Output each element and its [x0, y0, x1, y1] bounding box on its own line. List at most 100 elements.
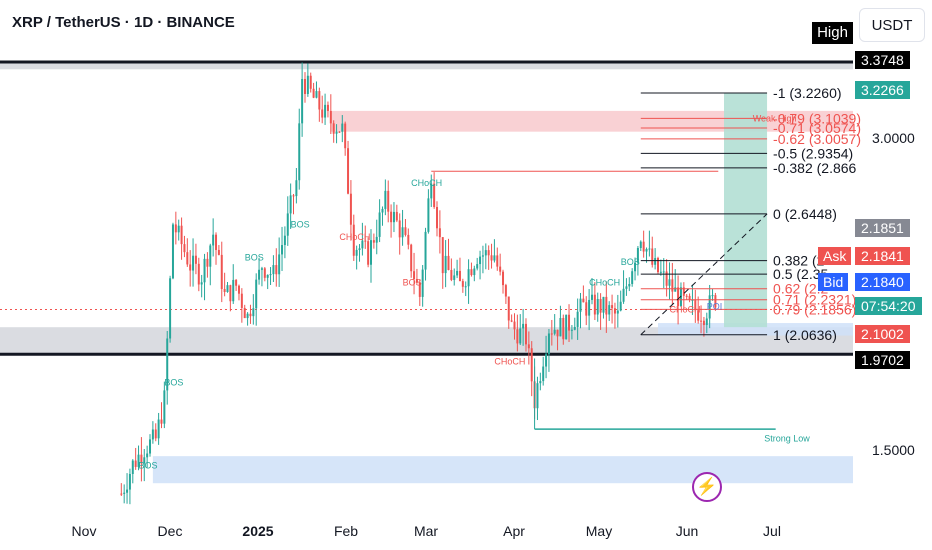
zone-range-0: [0, 62, 853, 70]
candle-body: [659, 271, 662, 273]
target-price-label: 3.2266: [855, 81, 910, 99]
candle-body: [134, 460, 137, 467]
candle-body: [553, 329, 556, 334]
candle-body: [490, 255, 493, 261]
candle-body: [407, 234, 410, 245]
candle-body: [464, 286, 467, 288]
candle-body: [634, 262, 637, 272]
annotation-poi-11: POI: [707, 302, 723, 312]
high-button[interactable]: High: [812, 22, 853, 44]
candle-body: [527, 344, 530, 349]
candle-body: [120, 493, 123, 495]
candle-body: [438, 228, 441, 238]
candle-body: [447, 255, 450, 270]
candle-body: [415, 279, 418, 283]
candle-body: [303, 78, 306, 94]
candle-body: [372, 240, 375, 243]
candle-body: [507, 296, 510, 321]
annotation-strong-low-13: Strong Low: [764, 434, 810, 444]
candle-body: [651, 248, 654, 265]
annotation-choch-7: CHoCH: [494, 357, 525, 367]
candle-body: [349, 193, 352, 225]
candle-body: [585, 302, 588, 316]
support-price-label: 1.9702: [855, 351, 910, 369]
candle-body: [444, 255, 447, 274]
candle-body: [456, 270, 459, 276]
symbol-title[interactable]: XRP / TetherUS · 1D · BINANCE: [12, 14, 235, 31]
bid-tag: Bid: [818, 273, 849, 291]
ask-tag: Ask: [818, 247, 852, 265]
candle-body: [547, 333, 550, 355]
candle-body: [149, 439, 152, 454]
candle-body: [338, 131, 341, 133]
candle-body: [404, 227, 407, 235]
candle-body: [570, 329, 573, 331]
candle-body: [705, 318, 708, 326]
candle-body: [599, 298, 602, 313]
date-tick-jul: Jul: [763, 523, 781, 539]
candle-body: [593, 294, 596, 315]
candle-body: [625, 286, 628, 289]
candle-body: [286, 213, 289, 236]
fib-label-8: 0.5 (2.35: [773, 266, 828, 282]
candle-body: [258, 269, 261, 280]
candle-body: [154, 429, 157, 439]
fib-label-11: 0.79 (2.1856): [773, 301, 856, 317]
candle-body: [220, 254, 223, 290]
candle-body: [714, 295, 717, 308]
candle-body: [301, 78, 304, 124]
candle-body: [636, 247, 639, 263]
candle-body: [197, 263, 200, 285]
candle-body: [278, 254, 281, 275]
candle-body: [421, 269, 424, 297]
candle-body: [470, 269, 473, 276]
candle-body: [562, 317, 565, 340]
candle-body: [318, 91, 321, 110]
lightning-icon[interactable]: ⚡: [692, 472, 722, 502]
candle-body: [137, 454, 140, 467]
candle-body: [642, 241, 645, 252]
candle-body: [249, 313, 252, 317]
candle-body: [513, 321, 516, 330]
candle-body: [605, 296, 608, 315]
date-tick-apr: Apr: [503, 523, 525, 539]
candle-body: [275, 265, 278, 275]
fib-label-2: -0.71 (3.0574): [773, 120, 861, 136]
candle-body: [430, 183, 433, 199]
candle-body: [688, 295, 691, 300]
date-tick-nov: Nov: [71, 523, 97, 539]
candle-body: [255, 279, 258, 309]
candle-body: [568, 314, 571, 331]
candle-body: [450, 269, 453, 280]
candle-body: [177, 225, 180, 233]
candle-body: [522, 323, 525, 329]
candle-body: [215, 234, 218, 250]
candle-body: [151, 429, 154, 440]
candle-body: [582, 298, 585, 303]
candle-body: [189, 264, 192, 271]
candle-body: [613, 308, 616, 314]
fib-label-4: -0.5 (2.9354): [773, 145, 853, 161]
candle-body: [266, 274, 269, 278]
candle-body: [321, 109, 324, 118]
candle-body: [146, 453, 149, 458]
candle-body: [622, 288, 625, 302]
candle-body: [171, 224, 174, 279]
candle-body: [392, 211, 395, 223]
candle-body: [493, 255, 496, 261]
candle-body: [648, 248, 651, 250]
candle-body: [611, 305, 614, 309]
candle-body: [295, 180, 298, 197]
fib-label-9: 0.62 (2.2: [773, 281, 828, 297]
annotation-bos-3: BOS: [291, 219, 310, 229]
candle-body: [628, 283, 631, 287]
candle-body: [685, 295, 688, 297]
candle-body: [530, 348, 533, 382]
fib-label-7: 0.382 (2: [773, 253, 825, 269]
currency-button[interactable]: USDT: [859, 8, 925, 42]
annotation-bos-9: BOS: [621, 257, 640, 267]
annotation-choch-5: CHoCH: [411, 178, 442, 188]
annotation-bos-1: BOS: [164, 377, 183, 387]
candle-body: [677, 287, 680, 307]
